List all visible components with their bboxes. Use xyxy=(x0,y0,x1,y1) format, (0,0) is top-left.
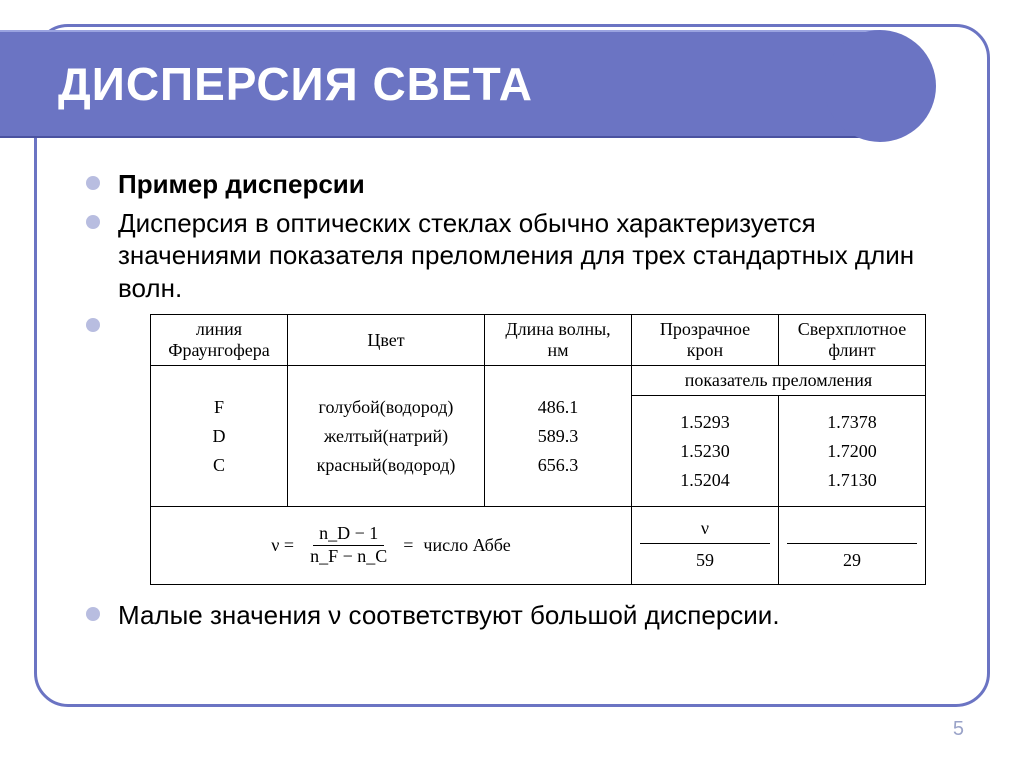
slide: ДИСПЕРСИЯ СВЕТА Пример дисперсии Дисперс… xyxy=(0,0,1024,767)
table-container: линия Фраунгофера Цвет Длина волны, нм П… xyxy=(150,314,926,585)
cell-abbe-kron: ν 59 xyxy=(632,507,779,584)
th-line: линия Фраунгофера xyxy=(151,315,288,366)
line-c: C xyxy=(159,451,279,480)
abbe-nu: ν = xyxy=(271,535,294,556)
bullet-icon xyxy=(86,607,100,621)
bullet-icon xyxy=(86,215,100,229)
line-f: F xyxy=(159,393,279,422)
flint-d: 1.7200 xyxy=(787,437,917,466)
bullet-intro-row: Дисперсия в оптических стеклах обычно ха… xyxy=(86,207,954,305)
bullet-intro-text: Дисперсия в оптических стеклах обычно ха… xyxy=(118,207,954,305)
cell-abbe-flint: 29 xyxy=(779,507,926,584)
abbe-denominator: n_F − n_C xyxy=(304,546,393,568)
th-kron: Прозрачное крон xyxy=(632,315,779,366)
bullet-footer-row: Малые значения ν соответствуют большой д… xyxy=(86,599,954,632)
kron-c: 1.5204 xyxy=(640,466,770,495)
th-color: Цвет xyxy=(288,315,485,366)
wave-f: 486.1 xyxy=(493,393,623,422)
flint-f: 1.7378 xyxy=(787,408,917,437)
color-d: желтый(натрий) xyxy=(296,422,476,451)
cell-index-label: показатель преломления xyxy=(632,366,926,396)
abbe-sym-kron: ν xyxy=(640,514,770,544)
bullet-icon xyxy=(86,318,100,332)
title-band-cap xyxy=(824,30,936,142)
cell-abbe-formula: ν = n_D − 1 n_F − n_C = число Аббе xyxy=(151,507,632,584)
abbe-kron-val: 59 xyxy=(640,544,770,577)
table-row-abbe: ν = n_D − 1 n_F − n_C = число Аббе ν xyxy=(151,507,926,584)
abbe-eq: = xyxy=(403,535,413,556)
bullet-table-row: линия Фраунгофера Цвет Длина волны, нм П… xyxy=(86,310,954,593)
abbe-flint-val: 29 xyxy=(787,544,917,577)
cell-kron: 1.5293 1.5230 1.5204 xyxy=(632,396,779,507)
slide-title: ДИСПЕРСИЯ СВЕТА xyxy=(58,57,533,111)
kron-d: 1.5230 xyxy=(640,437,770,466)
table-header-row: линия Фраунгофера Цвет Длина волны, нм П… xyxy=(151,315,926,366)
cell-lines: F D C xyxy=(151,366,288,507)
dispersion-table: линия Фраунгофера Цвет Длина волны, нм П… xyxy=(150,314,926,585)
abbe-numerator: n_D − 1 xyxy=(313,523,384,546)
cell-colors: голубой(водород) желтый(натрий) красный(… xyxy=(288,366,485,507)
table-row-index-header: F D C голубой(водород) желтый(натрий) кр… xyxy=(151,366,926,396)
kron-f: 1.5293 xyxy=(640,408,770,437)
title-band: ДИСПЕРСИЯ СВЕТА xyxy=(0,30,880,138)
abbe-label: число Аббе xyxy=(423,535,510,556)
color-c: красный(водород) xyxy=(296,451,476,480)
bullet-heading-row: Пример дисперсии xyxy=(86,168,954,201)
wave-d: 589.3 xyxy=(493,422,623,451)
bullet-footer-text: Малые значения ν соответствуют большой д… xyxy=(118,599,780,632)
bullet-icon xyxy=(86,176,100,190)
abbe-fraction: n_D − 1 n_F − n_C xyxy=(304,523,393,567)
cell-flint: 1.7378 1.7200 1.7130 xyxy=(779,396,926,507)
content-area: Пример дисперсии Дисперсия в оптических … xyxy=(86,168,954,637)
cell-wavelengths: 486.1 589.3 656.3 xyxy=(485,366,632,507)
abbe-formula: ν = n_D − 1 n_F − n_C = число Аббе xyxy=(271,523,510,567)
wave-c: 656.3 xyxy=(493,451,623,480)
th-wavelength: Длина волны, нм xyxy=(485,315,632,366)
color-f: голубой(водород) xyxy=(296,393,476,422)
page-number: 5 xyxy=(953,718,964,741)
flint-c: 1.7130 xyxy=(787,466,917,495)
bullet-heading-text: Пример дисперсии xyxy=(118,168,365,201)
line-d: D xyxy=(159,422,279,451)
th-flint: Сверхплотное флинт xyxy=(779,315,926,366)
abbe-sym-flint-spacer xyxy=(787,514,917,544)
